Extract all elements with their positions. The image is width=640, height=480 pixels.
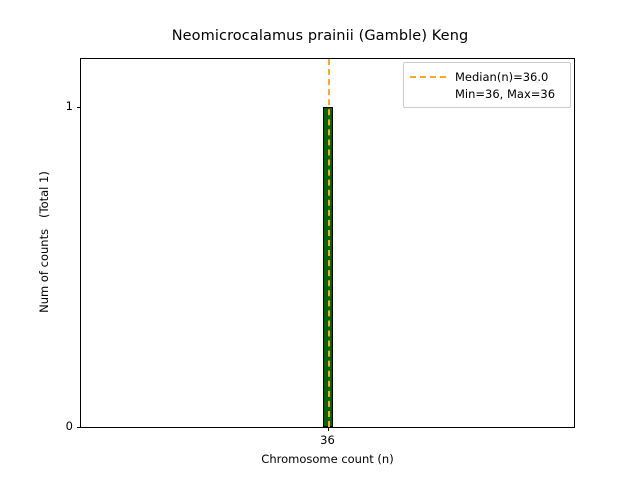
x-axis-label: Chromosome count (n)	[261, 452, 394, 466]
y-tick-mark	[77, 427, 81, 428]
plot-area: 0 1 36	[66, 58, 575, 447]
chart-legend: Median(n)=36.0 Min=36, Max=36	[403, 62, 571, 108]
median-line	[327, 59, 330, 427]
legend-item-label: Median(n)=36.0	[455, 69, 549, 84]
dashed-line-icon	[410, 75, 446, 78]
x-tick-mark	[327, 427, 329, 431]
legend-item-label: Min=36, Max=36	[455, 86, 556, 101]
y-tick-label: 1	[65, 99, 73, 113]
y-tick-mark	[77, 107, 81, 108]
legend-item-minmax: Min=36, Max=36	[410, 85, 563, 102]
x-tick-label: 36	[320, 433, 335, 447]
chart-title: Neomicrocalamus prainii (Gamble) Keng	[171, 28, 469, 44]
y-tick-label: 0	[65, 419, 73, 433]
y-axis-label: Num of counts (Total 1)	[37, 171, 51, 313]
legend-item-median: Median(n)=36.0	[410, 68, 563, 85]
